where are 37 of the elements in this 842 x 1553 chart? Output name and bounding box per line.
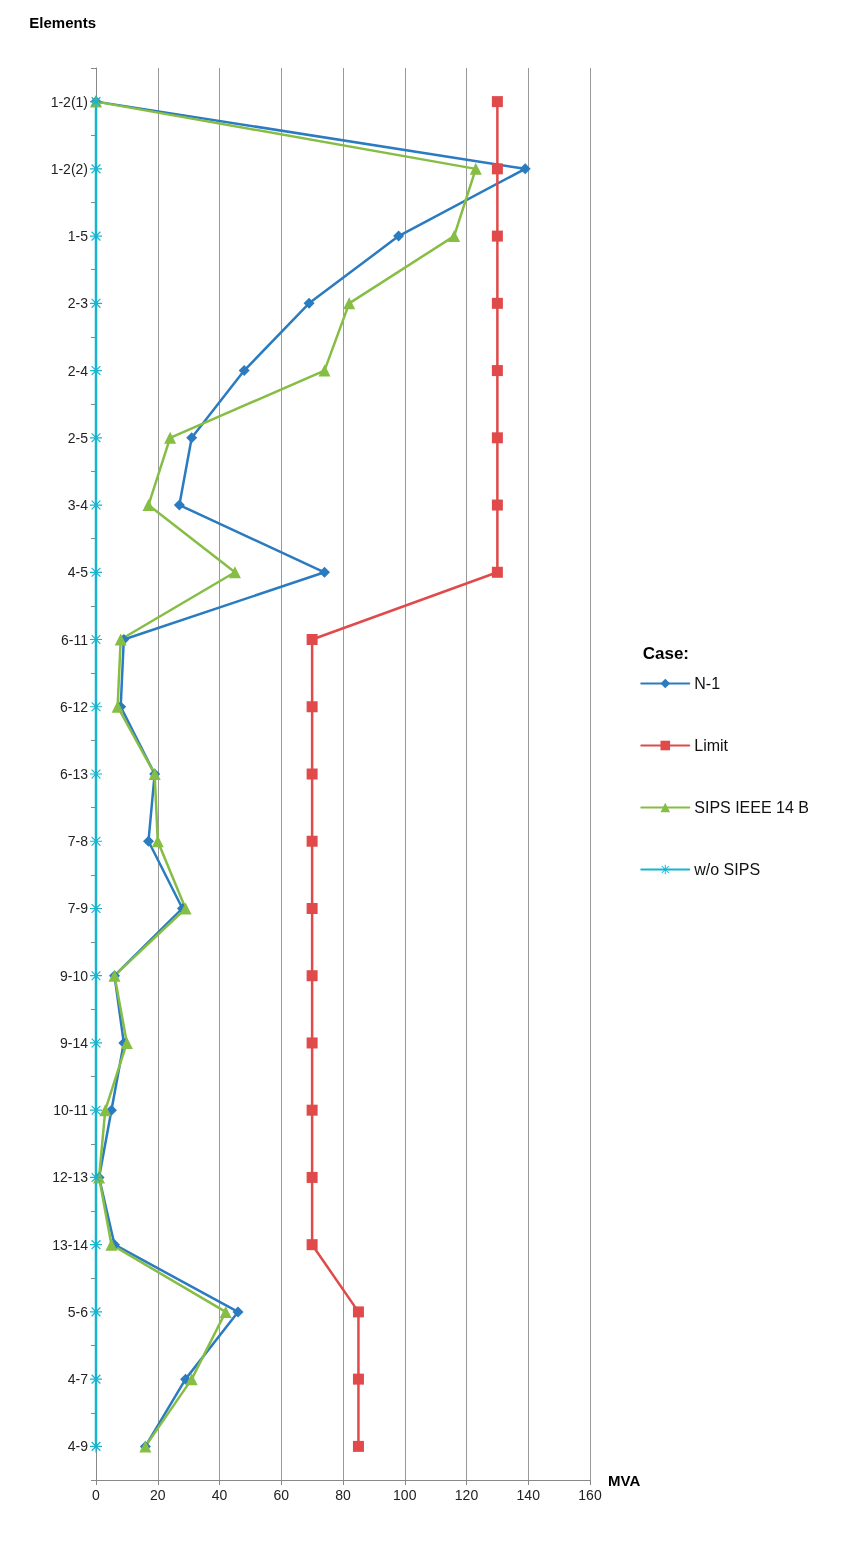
x-tick-label: 140: [516, 1487, 541, 1503]
x-tick-label: 0: [92, 1487, 101, 1503]
y-axis-title: Elements: [29, 14, 96, 31]
y-tick-label: 6-11: [61, 631, 89, 648]
x-tick-label: 120: [454, 1487, 479, 1503]
x-tick-label: 80: [335, 1487, 351, 1503]
y-tick-label: 2-5: [67, 429, 89, 446]
legend-label: SIPS IEEE 14 B: [694, 799, 810, 816]
x-tick-label: 160: [578, 1487, 602, 1503]
y-tick-label: 10-11: [53, 1102, 89, 1119]
y-tick-label: 7-9: [67, 900, 89, 917]
y-tick-label: 1-2(2): [50, 160, 88, 177]
y-tick-label: 9-14: [59, 1034, 89, 1051]
y-tick-label: 1-5: [67, 228, 89, 245]
y-tick-label: 13-14: [52, 1236, 89, 1253]
y-tick-label: 4-5: [67, 564, 89, 581]
y-tick-label: 2-3: [67, 295, 89, 312]
x-tick-label: 20: [149, 1487, 166, 1503]
y-tick-label: 9-10: [59, 967, 89, 984]
y-tick-label: 4-9: [67, 1438, 89, 1455]
y-tick-label: 6-13: [59, 766, 89, 782]
y-tick-label: 1-2(1): [50, 93, 88, 110]
x-axis-title: MVA: [608, 1471, 641, 1489]
y-tick-label: 12-13: [52, 1169, 89, 1186]
x-tick-label: 100: [393, 1487, 417, 1503]
legend-label: N-1: [694, 675, 721, 692]
y-tick-label: 6-12: [59, 698, 89, 715]
legend-label: w/o SIPS: [693, 861, 761, 878]
x-tick-label: 60: [273, 1487, 290, 1503]
x-tick-label: 40: [211, 1487, 228, 1503]
y-tick-label: 5-6: [67, 1303, 89, 1320]
y-tick-label: 7-8: [67, 833, 89, 850]
y-tick-label: 3-4: [67, 497, 89, 514]
legend-title: Case:: [642, 644, 690, 663]
y-tick-label: 2-4: [67, 362, 89, 379]
legend-label: Limit: [694, 737, 729, 754]
y-tick-label: 4-7: [67, 1371, 89, 1388]
